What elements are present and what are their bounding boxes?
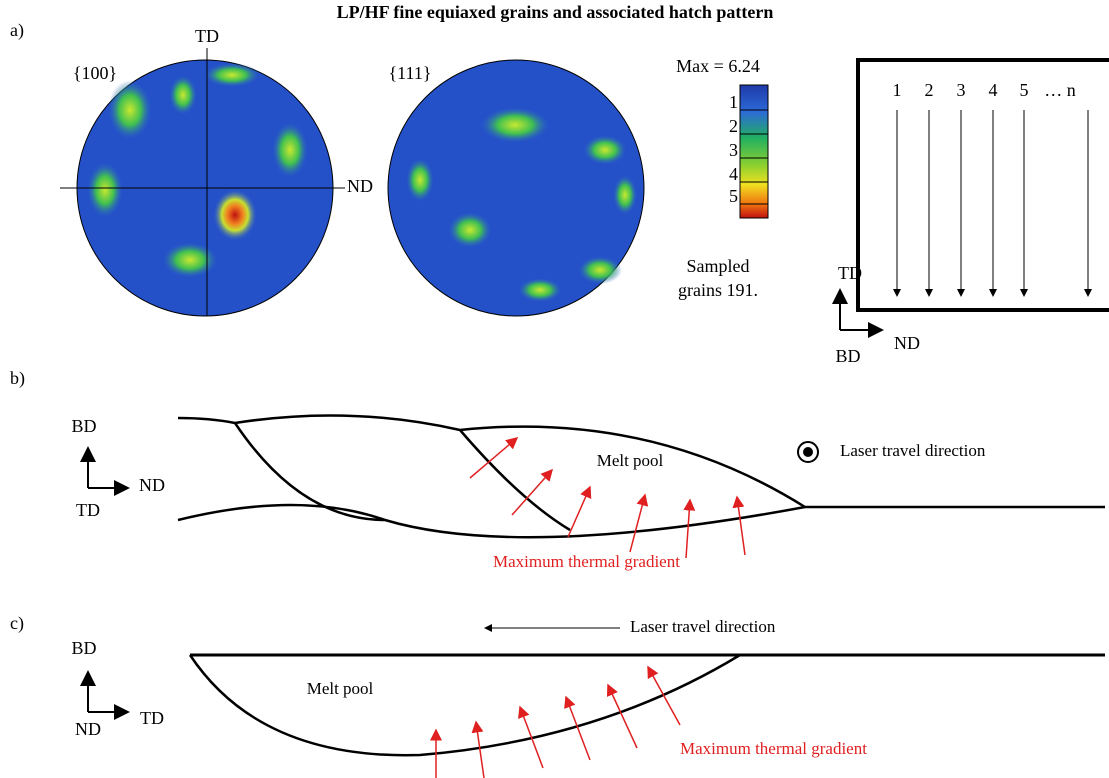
colorbar-tick-label: 2 [729, 116, 738, 136]
axis-label: TD [838, 263, 862, 283]
colorbar-tick-label: 3 [729, 140, 738, 160]
region-label: Melt pool [597, 451, 664, 470]
annotation: Maximum thermal gradient [680, 739, 867, 758]
axis-label: ND [75, 719, 101, 739]
colorbar-max: Max = 6.24 [676, 56, 760, 76]
pole-label: {111} [389, 63, 432, 83]
axis-label: ND [139, 475, 165, 495]
colorbar [740, 85, 768, 218]
axes-icon [88, 672, 128, 712]
colorbar-tick-label: 1 [729, 92, 738, 112]
track-label: … n [1044, 80, 1076, 100]
gradient-arrow [470, 438, 517, 478]
axis-label: TD [195, 26, 219, 46]
out-of-plane-icon [803, 447, 813, 457]
track-label: 2 [925, 80, 934, 100]
pole-label: {100} [73, 63, 117, 83]
gradient-arrow [737, 497, 745, 555]
axis-label: BD [71, 416, 96, 436]
gradient-arrow [476, 722, 484, 778]
axis-label: TD [140, 708, 164, 728]
track-label: 4 [989, 80, 998, 100]
axes-icon [88, 448, 128, 488]
colorbar-tick-label: 5 [729, 186, 738, 206]
note: grains 191. [678, 280, 758, 300]
figure: LP/HF fine equiaxed grains and associate… [0, 0, 1109, 778]
track-label: 1 [893, 80, 902, 100]
gradient-arrow [630, 495, 645, 552]
note: Sampled [687, 256, 750, 276]
panel-label: a) [10, 20, 24, 41]
panel-label: b) [10, 368, 25, 389]
pole-figure [388, 60, 644, 316]
melt-pool-outline [178, 415, 1105, 537]
gradient-arrow [648, 667, 680, 725]
gradient-arrow [686, 500, 690, 558]
axis-label: ND [894, 333, 920, 353]
colorbar-tick-label: 4 [729, 164, 738, 184]
gradient-arrow [608, 685, 637, 748]
gradient-arrow [512, 470, 552, 515]
title: LP/HF fine equiaxed grains and associate… [337, 2, 774, 22]
annotation: Maximum thermal gradient [493, 552, 680, 571]
axis-label: BD [835, 346, 860, 366]
melt-pool-outline [190, 655, 1105, 755]
axis-label: ND [347, 176, 373, 196]
region-label: Melt pool [307, 679, 374, 698]
legend-text: Laser travel direction [840, 441, 986, 460]
track-label: 3 [957, 80, 966, 100]
track-label: 5 [1020, 80, 1029, 100]
panel-label: c) [10, 613, 24, 634]
axis-label: TD [76, 500, 100, 520]
axis-label: BD [71, 638, 96, 658]
pole-figure [60, 48, 345, 316]
gradient-arrow [568, 487, 590, 537]
legend-text: Laser travel direction [630, 617, 776, 636]
